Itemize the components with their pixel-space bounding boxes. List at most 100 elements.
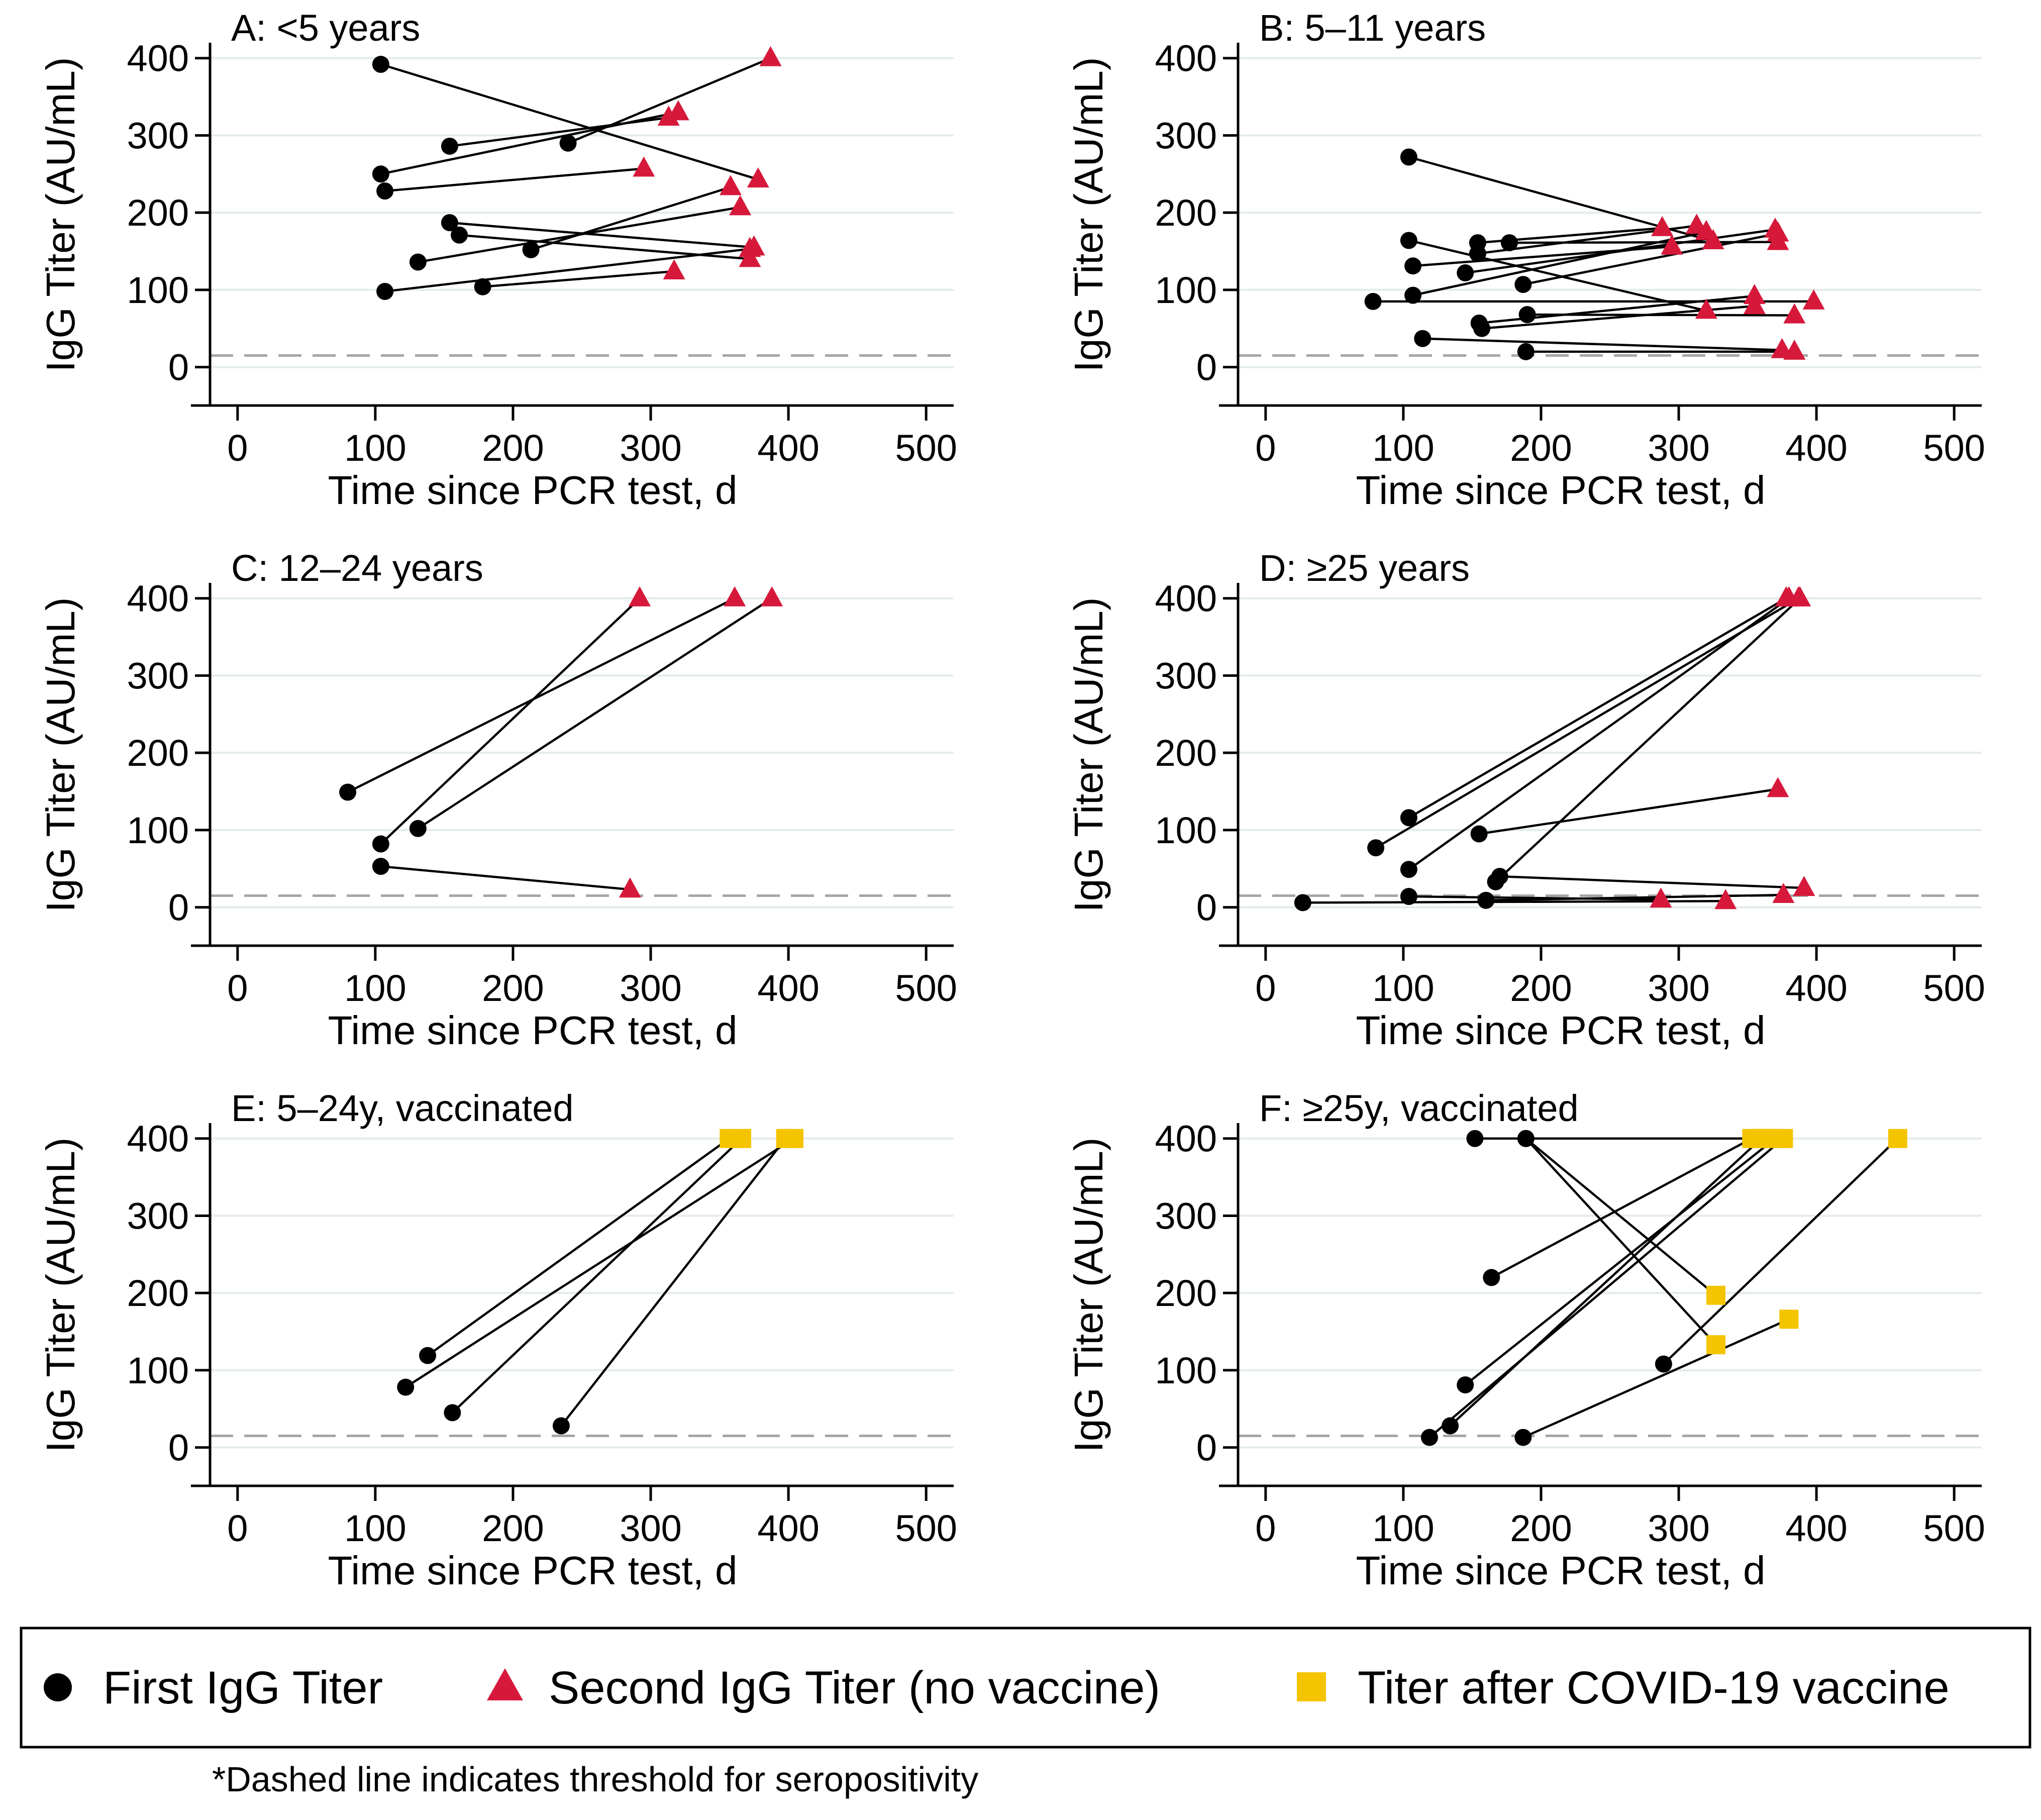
- first-titer-point: [1514, 276, 1532, 293]
- x-tick-label: 200: [482, 1507, 544, 1549]
- pair-line: [404, 1137, 795, 1388]
- x-tick-label: 0: [227, 1507, 248, 1549]
- second-titer-point: [1767, 221, 1789, 242]
- pair-line: [427, 1137, 730, 1357]
- panel-title: F: ≥25y, vaccinated: [1259, 1087, 1579, 1129]
- y-tick-label: 300: [1155, 1195, 1217, 1237]
- first-titer-point: [419, 1347, 437, 1364]
- x-tick-label: 100: [1372, 1507, 1434, 1549]
- x-tick-label: 300: [1648, 967, 1709, 1009]
- pair-line: [1522, 1318, 1790, 1439]
- vaccine-titer-point: [732, 1129, 751, 1148]
- second-titer-point: [1793, 876, 1815, 896]
- x-tick-label: 300: [1648, 427, 1709, 469]
- second-titer-point: [1783, 339, 1806, 360]
- x-tick-label: 400: [1785, 967, 1847, 1009]
- x-tick-label: 300: [620, 967, 681, 1009]
- first-titer-point: [522, 241, 540, 258]
- x-tick-label: 100: [1372, 427, 1434, 469]
- second-titer-point: [1714, 889, 1737, 909]
- legend-label-first-titer: First IgG Titer: [103, 1662, 383, 1713]
- legend-marker-vaccine-titer: [1297, 1672, 1326, 1701]
- x-tick-label: 300: [1648, 1507, 1709, 1549]
- panel-a: 0 100 200 300 400 0 100 200 300 400 500 Time since …: [38, 7, 957, 513]
- second-titer-point: [619, 877, 641, 898]
- first-titer-point: [372, 56, 389, 73]
- x-tick-label: 500: [1923, 427, 1985, 469]
- x-tick-label: 400: [1785, 1507, 1847, 1549]
- x-tick-label: 200: [482, 427, 544, 469]
- second-titer-point: [1695, 220, 1717, 240]
- second-titer-point: [1650, 887, 1672, 908]
- y-axis-title: IgG Titer (AU/mL): [38, 1138, 83, 1453]
- x-tick-label: 0: [1255, 427, 1276, 469]
- second-titer-point: [629, 586, 651, 606]
- second-titer-point: [1789, 586, 1811, 606]
- second-titer-point: [667, 100, 689, 121]
- pair-line: [567, 57, 771, 144]
- first-titer-point: [1420, 1429, 1438, 1446]
- panels: 0 100 200 300 400 0 100 200 300 400 500 Time since …: [38, 7, 1985, 1593]
- y-tick-label: 200: [127, 732, 189, 774]
- vaccine-titer-point: [1706, 1285, 1726, 1305]
- pair-line: [347, 597, 736, 793]
- y-tick-label: 200: [1155, 1272, 1217, 1314]
- y-axis-title: IgG Titer (AU/mL): [38, 597, 83, 913]
- first-titer-point: [372, 858, 389, 875]
- first-titer-point: [1400, 888, 1417, 905]
- first-titer-point: [409, 820, 427, 837]
- y-tick-label: 300: [127, 655, 189, 696]
- first-titer-point: [1294, 894, 1311, 912]
- pair-line: [530, 186, 731, 251]
- second-titer-point: [1743, 294, 1766, 315]
- x-tick-label: 200: [1510, 427, 1572, 469]
- second-titer-point: [1651, 216, 1674, 236]
- vaccine-titer-point: [1779, 1309, 1799, 1329]
- first-titer-point: [372, 165, 389, 183]
- second-titer-point: [657, 106, 680, 126]
- first-titer-point: [1442, 1417, 1459, 1435]
- vaccine-titer-point: [1888, 1129, 1907, 1148]
- x-tick-label: 0: [227, 427, 248, 469]
- y-tick-label: 0: [1196, 347, 1217, 388]
- second-titer-point: [724, 586, 746, 606]
- panel-title: A: <5 years: [231, 7, 420, 49]
- y-axis-title: IgG Titer (AU/mL): [38, 57, 83, 372]
- x-axis-title: Time since PCR test, d: [1356, 468, 1765, 513]
- panel-title: B: 5–11 years: [1259, 7, 1486, 49]
- footnote: *Dashed line indicates threshold for ser…: [212, 1760, 978, 1799]
- x-tick-label: 400: [757, 1507, 819, 1549]
- first-titer-point: [441, 214, 458, 232]
- vaccine-titer-point: [1706, 1335, 1726, 1355]
- pair-line: [380, 63, 759, 181]
- y-tick-label: 0: [1196, 887, 1217, 929]
- second-titer-point: [1802, 289, 1825, 310]
- x-tick-label: 500: [895, 427, 957, 469]
- first-titer-point: [1483, 1269, 1500, 1286]
- x-tick-label: 300: [620, 1507, 681, 1549]
- first-titer-point: [1500, 234, 1518, 252]
- pair-line: [1494, 597, 1801, 883]
- panel-c: 0 100 200 300 400 0 100 200 300 400 500 Time since …: [38, 547, 957, 1053]
- legend-label-vaccine-titer: Titer after COVID-19 vaccine: [1358, 1662, 1950, 1713]
- x-tick-label: 500: [1923, 967, 1985, 1009]
- pair-line: [1408, 597, 1787, 819]
- first-titer-point: [1457, 1376, 1474, 1394]
- x-axis-title: Time since PCR test, d: [1356, 1548, 1765, 1593]
- y-tick-label: 400: [1155, 578, 1217, 620]
- x-tick-label: 400: [757, 967, 819, 1009]
- pair-line: [1464, 1137, 1776, 1386]
- y-axis-title: IgG Titer (AU/mL): [1066, 1138, 1111, 1453]
- y-tick-label: 300: [127, 115, 189, 156]
- pair-line: [560, 1138, 787, 1427]
- first-titer-point: [441, 137, 458, 155]
- pair-line: [449, 221, 754, 249]
- x-tick-label: 300: [620, 427, 681, 469]
- second-titer-point: [663, 259, 685, 279]
- first-titer-point: [559, 134, 577, 152]
- pair-line: [1499, 875, 1804, 889]
- first-titer-point: [376, 282, 394, 300]
- panel-f: 0 100 200 300 400 0 100 200 300 400 500 Time since …: [1066, 1087, 1985, 1593]
- panel-e: 0 100 200 300 400 0 100 200 300 400 500 Time since …: [38, 1087, 957, 1593]
- first-titer-point: [474, 278, 491, 295]
